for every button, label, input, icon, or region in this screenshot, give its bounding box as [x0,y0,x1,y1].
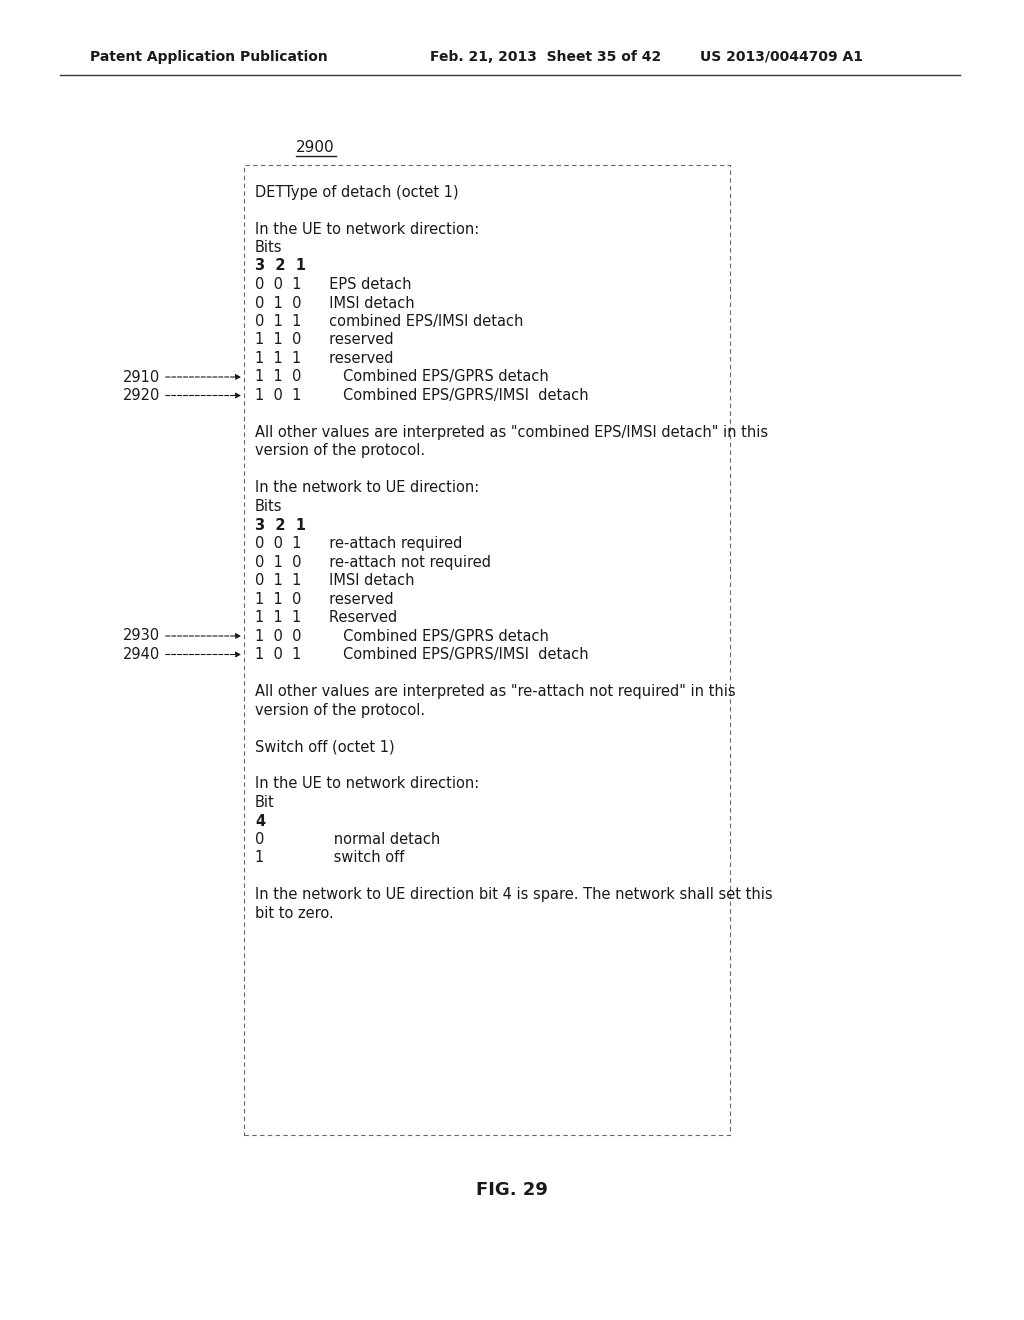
Text: All other values are interpreted as "combined EPS/IMSI detach" in this: All other values are interpreted as "com… [255,425,768,440]
Text: 3  2  1: 3 2 1 [255,517,306,532]
Text: Bits: Bits [255,499,283,513]
Text: 2930: 2930 [123,628,160,644]
Text: In the UE to network direction:: In the UE to network direction: [255,776,479,792]
Text: 0  1  1      IMSI detach: 0 1 1 IMSI detach [255,573,415,587]
Bar [244,165,730,1135]
Text: DETType of detach (octet 1): DETType of detach (octet 1) [255,185,459,199]
Text: 1  0  0         Combined EPS/GPRS detach: 1 0 0 Combined EPS/GPRS detach [255,628,549,644]
Text: 0  0  1      EPS detach: 0 0 1 EPS detach [255,277,412,292]
Text: 1  1  0         Combined EPS/GPRS detach: 1 1 0 Combined EPS/GPRS detach [255,370,549,384]
Text: Feb. 21, 2013  Sheet 35 of 42: Feb. 21, 2013 Sheet 35 of 42 [430,50,662,63]
Text: In the network to UE direction bit 4 is spare. The network shall set this: In the network to UE direction bit 4 is … [255,887,773,903]
Text: 0  1  0      IMSI detach: 0 1 0 IMSI detach [255,296,415,310]
Text: US 2013/0044709 A1: US 2013/0044709 A1 [700,50,863,63]
Text: Bit: Bit [255,795,274,810]
Text: Patent Application Publication: Patent Application Publication [90,50,328,63]
Text: 2910: 2910 [123,370,160,384]
Text: Switch off (octet 1): Switch off (octet 1) [255,739,394,755]
Text: 1  1  0      reserved: 1 1 0 reserved [255,333,393,347]
Text: 1  1  0      reserved: 1 1 0 reserved [255,591,393,606]
Text: 1  1  1      Reserved: 1 1 1 Reserved [255,610,397,624]
Text: All other values are interpreted as "re-attach not required" in this: All other values are interpreted as "re-… [255,684,735,700]
Text: 0  1  0      re-attach not required: 0 1 0 re-attach not required [255,554,490,569]
Text: 0               normal detach: 0 normal detach [255,832,440,847]
Text: FIG. 29: FIG. 29 [476,1181,548,1199]
Text: 1               switch off: 1 switch off [255,850,404,866]
Text: 3  2  1: 3 2 1 [255,259,306,273]
Text: 2920: 2920 [123,388,160,403]
Text: 1  0  1         Combined EPS/GPRS/IMSI  detach: 1 0 1 Combined EPS/GPRS/IMSI detach [255,388,589,403]
Text: 2900: 2900 [296,140,335,156]
Text: version of the protocol.: version of the protocol. [255,702,425,718]
Text: 1  1  1      reserved: 1 1 1 reserved [255,351,393,366]
Text: In the network to UE direction:: In the network to UE direction: [255,480,479,495]
Text: 0  1  1      combined EPS/IMSI detach: 0 1 1 combined EPS/IMSI detach [255,314,523,329]
Text: 2940: 2940 [123,647,160,663]
Text: bit to zero.: bit to zero. [255,906,334,921]
Text: version of the protocol.: version of the protocol. [255,444,425,458]
Text: 4: 4 [255,813,265,829]
Text: Bits: Bits [255,240,283,255]
Text: 1  0  1         Combined EPS/GPRS/IMSI  detach: 1 0 1 Combined EPS/GPRS/IMSI detach [255,647,589,663]
Text: 0  0  1      re-attach required: 0 0 1 re-attach required [255,536,463,550]
Text: In the UE to network direction:: In the UE to network direction: [255,222,479,236]
